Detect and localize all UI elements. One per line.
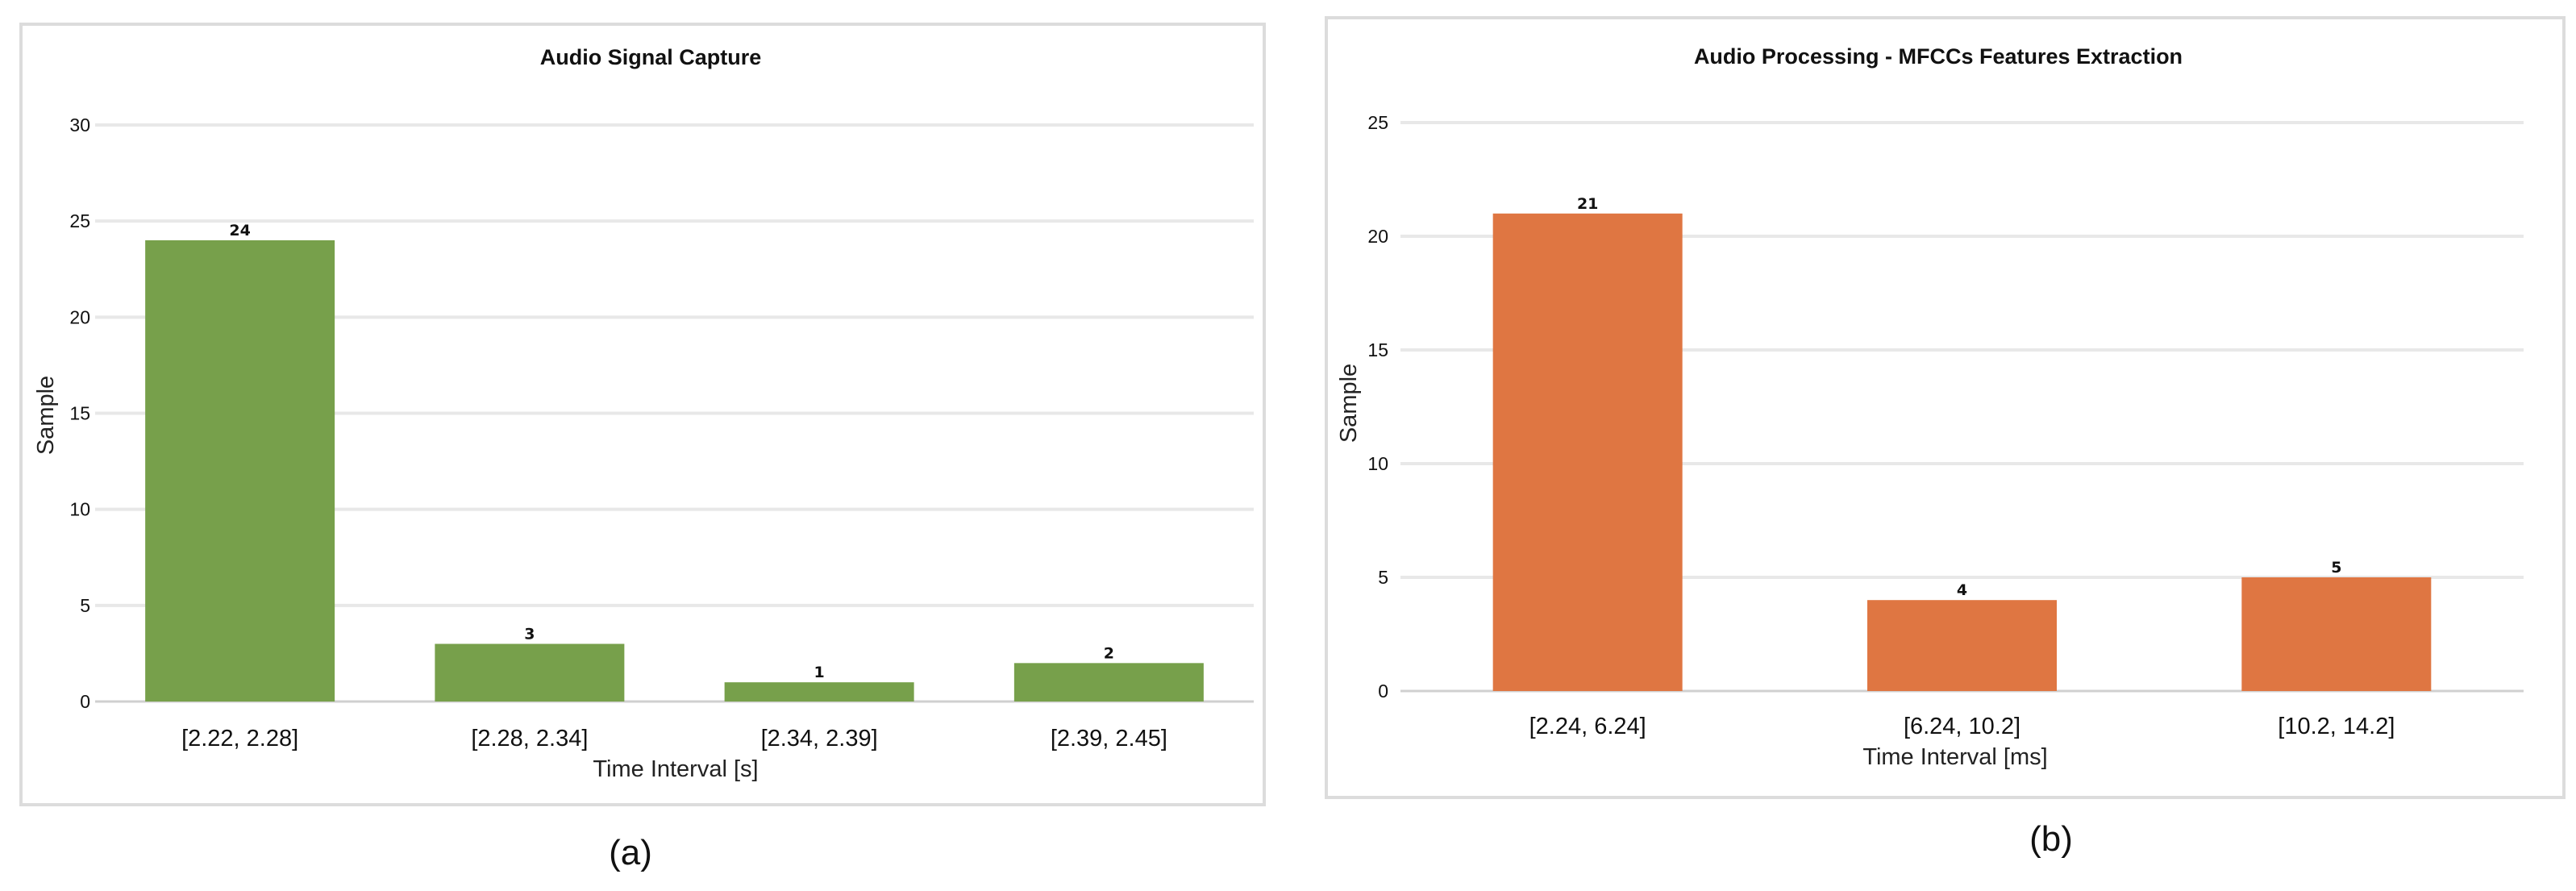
y-tick-label: 5 — [80, 595, 90, 616]
x-tick-label: [2.22, 2.28] — [181, 726, 298, 752]
bar — [1013, 663, 1204, 702]
panel-b-ylabel: Sample — [1336, 364, 1362, 443]
y-tick-label: 10 — [69, 499, 90, 520]
panel-a-yticks: 0 5 10 15 20 25 30 — [69, 114, 90, 712]
x-tick-label: [10.2, 14.2] — [2278, 714, 2395, 739]
y-tick-label: 15 — [69, 403, 90, 424]
panel-b-xlabel: Time Interval [ms] — [1862, 744, 2047, 770]
bar — [724, 682, 914, 702]
data-label: 1 — [814, 664, 825, 681]
x-tick-label: [2.39, 2.45] — [1051, 726, 1167, 752]
data-label: 21 — [1577, 195, 1598, 213]
bar — [1867, 600, 2057, 691]
y-tick-label: 25 — [69, 210, 90, 231]
panel-a-data-labels: 24 3 1 2 — [229, 222, 1114, 681]
x-tick-label: [2.28, 2.34] — [471, 726, 588, 752]
data-label: 4 — [1957, 581, 1967, 599]
data-label: 5 — [2331, 559, 2341, 577]
x-tick-label: [2.34, 2.39] — [761, 726, 878, 752]
panel-a-caption: (a) — [609, 833, 652, 872]
y-tick-label: 30 — [69, 114, 90, 135]
y-tick-label: 15 — [1367, 339, 1388, 360]
panel-b-bars — [1492, 213, 2432, 691]
panel-a-ylabel: Sample — [33, 376, 59, 455]
bar — [1492, 213, 1683, 691]
panel-b-data-labels: 21 4 5 — [1577, 195, 2342, 599]
panel-b-title: Audio Processing - MFCCs Features Extrac… — [1694, 44, 2183, 69]
x-tick-label: [6.24, 10.2] — [1904, 714, 2020, 739]
panel-a-xlabel: Time Interval [s] — [593, 756, 758, 782]
bar — [2241, 577, 2432, 691]
data-label: 3 — [524, 626, 535, 643]
data-label: 24 — [229, 222, 250, 239]
chart-panel-b: 0 5 10 15 20 25 21 4 5 [2.24, 6.24] [6.24, 10.2]… — [1325, 16, 2566, 799]
y-tick-label: 0 — [1378, 681, 1388, 702]
panel-a-bars — [145, 240, 1204, 702]
y-tick-label: 20 — [1367, 226, 1388, 247]
panel-b-xticks: [2.24, 6.24] [6.24, 10.2] [10.2, 14.2] — [1529, 714, 2395, 739]
panel-b-caption: (b) — [2029, 819, 2073, 859]
bar — [435, 643, 625, 702]
data-label: 2 — [1104, 644, 1114, 662]
panel-a-xticks: [2.22, 2.28] [2.28, 2.34] [2.34, 2.39] [2.3… — [181, 726, 1167, 752]
y-tick-label: 10 — [1367, 453, 1388, 474]
y-tick-label: 5 — [1378, 567, 1388, 588]
y-tick-label: 0 — [80, 691, 90, 712]
y-tick-label: 20 — [69, 306, 90, 327]
panel-b-yticks: 0 5 10 15 20 25 — [1367, 112, 1388, 702]
x-tick-label: [2.24, 6.24] — [1529, 714, 1646, 739]
bar — [145, 240, 335, 702]
chart-panel-a: 0 5 10 15 20 25 30 24 3 1 2 [2.22, 2.28] [2.28, 2.… — [19, 23, 1266, 806]
y-tick-label: 25 — [1367, 112, 1388, 133]
panel-a-title: Audio Signal Capture — [540, 45, 762, 69]
